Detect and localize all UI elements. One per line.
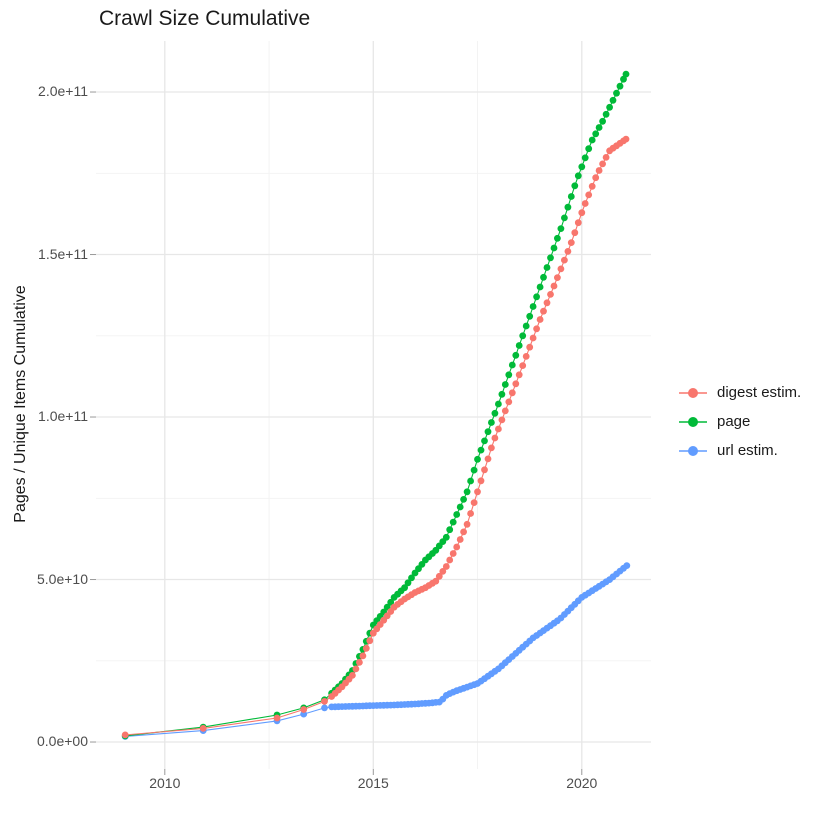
legend-label-page: page <box>717 413 751 430</box>
legend-key-url-icon <box>679 445 707 456</box>
legend: digest estim. page url estim. <box>678 378 801 465</box>
legend-label-digest-estim: digest estim. <box>717 384 802 401</box>
chart-title: Crawl Size Cumulative <box>99 7 311 30</box>
legend-key-page-icon <box>679 416 707 427</box>
legend-label-url-estim: url estim. <box>717 442 778 459</box>
y-tick-label-5e10: 5.0e+10 <box>37 570 88 587</box>
x-tick-label-2015: 2015 <box>357 775 389 791</box>
y-axis-title: Pages / Unique Items Cumulative <box>12 285 29 523</box>
legend-key-digest-icon <box>679 387 707 398</box>
y-tick-label-1.5e11: 1.5e+11 <box>38 245 88 262</box>
legend-item-page: page <box>678 407 801 436</box>
y-tick-label-0: 0.0e+00 <box>37 733 88 750</box>
y-tick-label-2e11: 2.0e+11 <box>38 83 88 100</box>
y-tick-label-1e11: 1.0e+11 <box>38 408 88 425</box>
x-tick-label-2020: 2020 <box>566 775 598 791</box>
legend-item-url-estim: url estim. <box>678 436 801 465</box>
legend-item-digest-estim: digest estim. <box>678 378 801 407</box>
x-tick-label-2010: 2010 <box>149 775 181 791</box>
